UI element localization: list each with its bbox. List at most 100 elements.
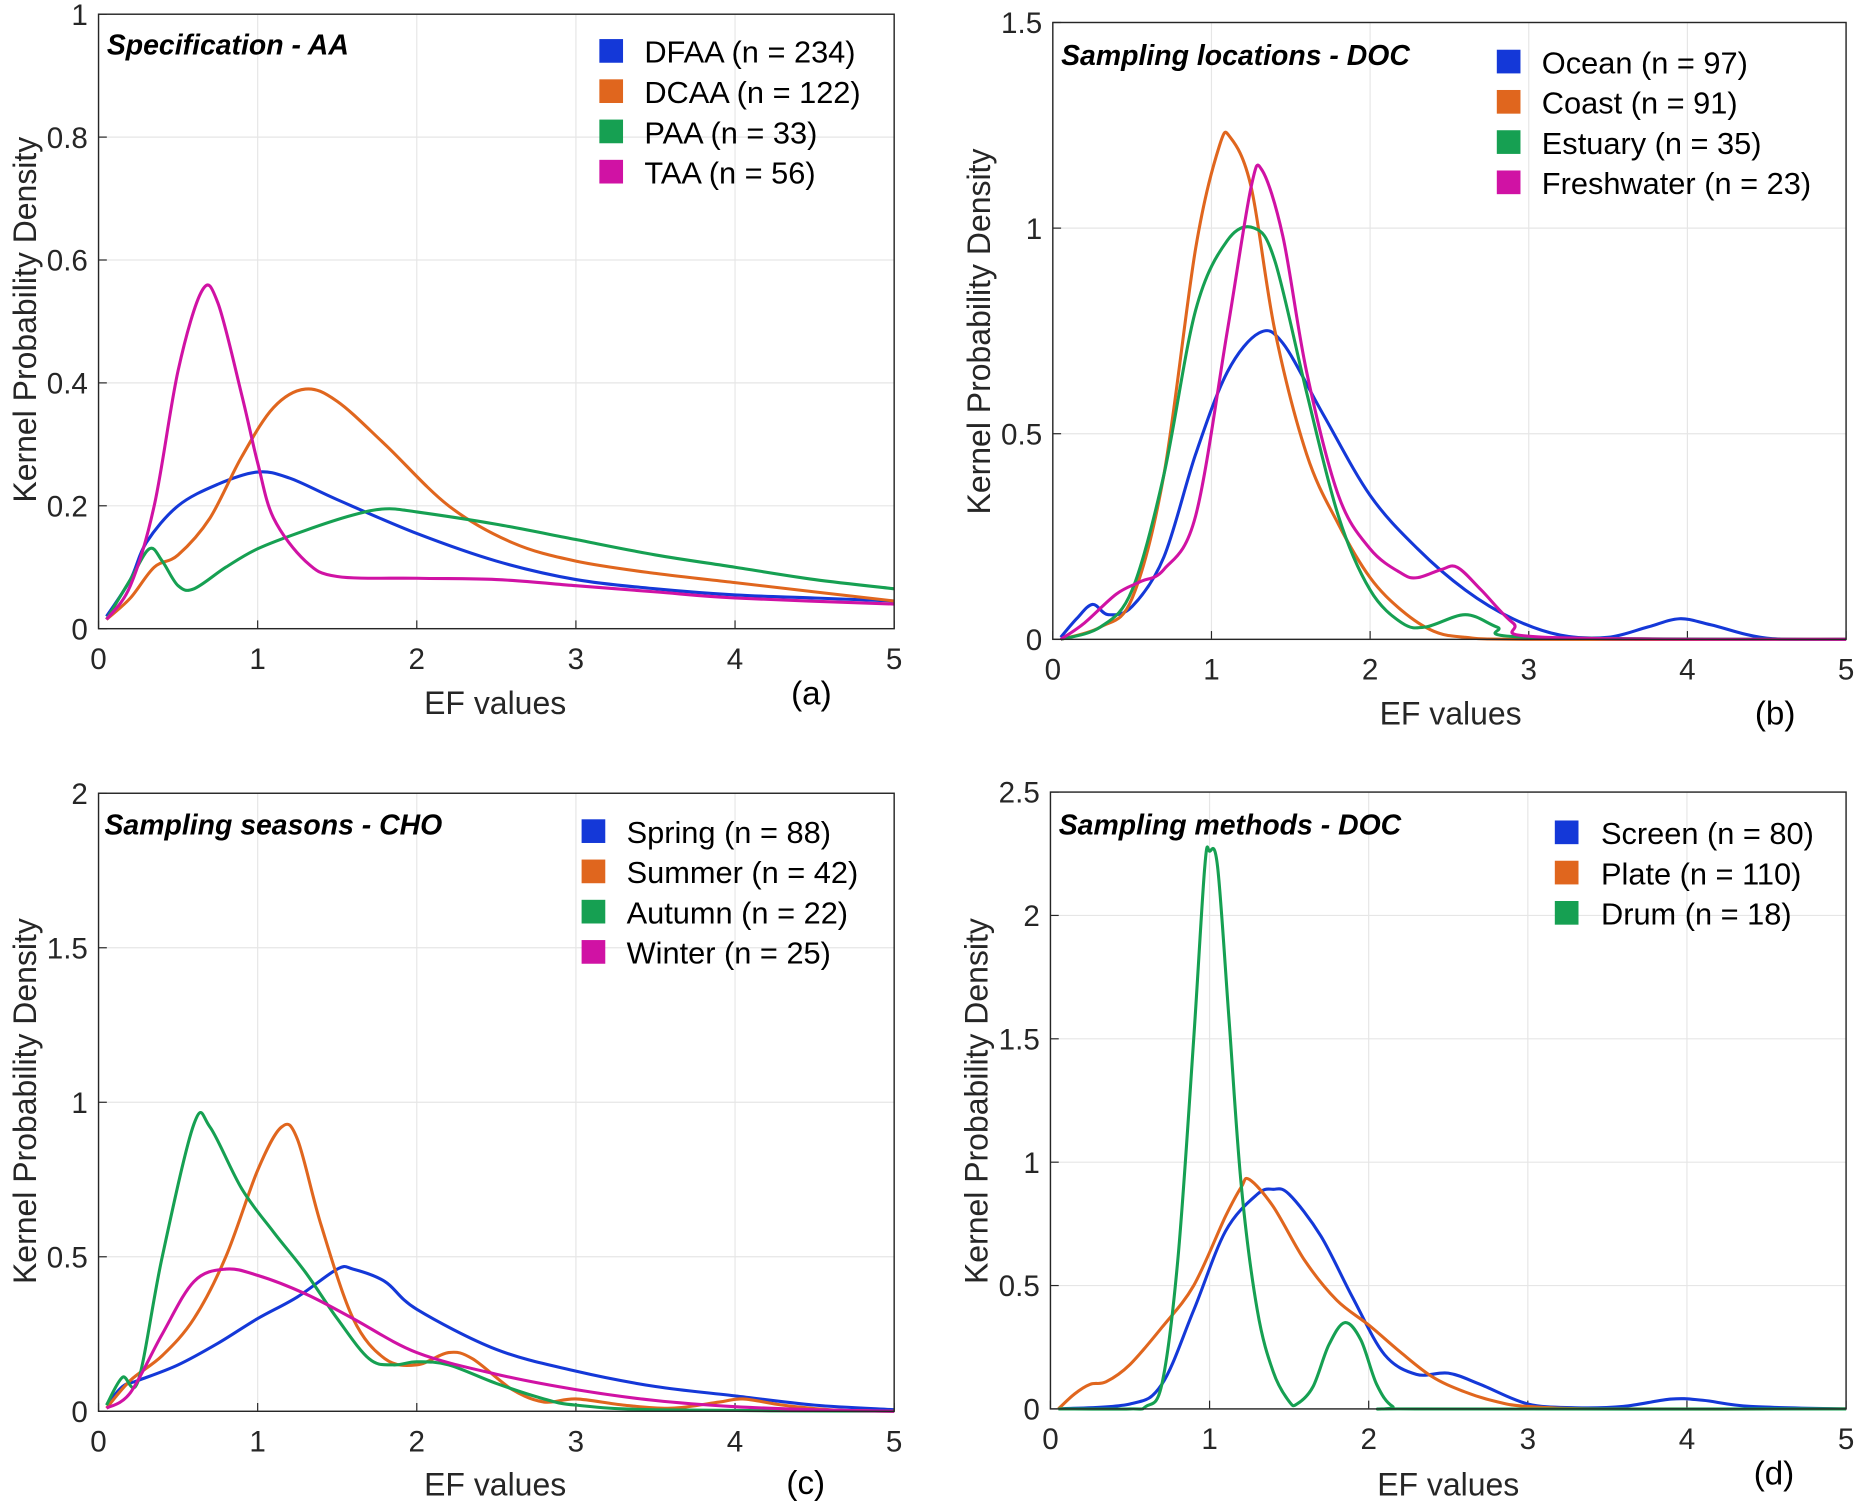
- panel-letter: (d): [1754, 1456, 1795, 1493]
- legend-label: TAA (n = 56): [644, 156, 815, 191]
- y-axis-label: Kernel Probability Density: [961, 149, 997, 515]
- x-tick-label: 3: [568, 1426, 584, 1459]
- panel-title: Sampling locations - DOC: [1061, 40, 1410, 72]
- x-tick-label: 4: [727, 1426, 743, 1459]
- y-tick-label: 2.5: [999, 777, 1040, 810]
- y-tick-label: 1: [1026, 213, 1042, 246]
- legend-swatch: [1554, 900, 1579, 925]
- panel-title: Sampling seasons - CHO: [104, 810, 442, 842]
- x-tick-label: 2: [1360, 1423, 1376, 1456]
- legend-label: Winter (n = 25): [627, 936, 831, 971]
- x-axis-label: EF values: [1377, 1466, 1519, 1502]
- y-tick-label: 2: [71, 778, 87, 811]
- x-axis-label: EF values: [424, 685, 566, 721]
- plot-area: [1050, 792, 1847, 1409]
- legend-label: Plate (n = 110): [1601, 856, 1801, 891]
- x-tick-label: 0: [90, 1426, 106, 1459]
- series-line-2: [1058, 845, 1847, 1411]
- series-line-2: [1060, 225, 1847, 641]
- y-tick-label: 0: [1023, 1394, 1039, 1427]
- legend-swatch: [599, 159, 624, 184]
- series-line-1: [1057, 1176, 1847, 1411]
- series-line-2: [105, 507, 895, 621]
- x-tick-label: 3: [1521, 654, 1537, 687]
- legend-label: Ocean (n = 97): [1542, 45, 1748, 80]
- x-tick-label: 4: [1679, 654, 1695, 687]
- plot-area: [98, 14, 895, 629]
- legend-label: Estuary (n = 35): [1542, 126, 1762, 161]
- legend-swatch: [599, 79, 624, 104]
- y-tick-label: 1: [71, 0, 87, 32]
- legend-label: Summer (n = 42): [627, 855, 859, 890]
- legend-label: Drum (n = 18): [1601, 897, 1792, 932]
- y-tick-label: 0.5: [999, 1270, 1040, 1303]
- series-line-1: [105, 1122, 895, 1413]
- x-tick-label: 2: [1362, 654, 1378, 687]
- x-tick-label: 5: [1838, 1423, 1854, 1456]
- series-line-3: [1059, 163, 1847, 641]
- axes-box: [1049, 791, 1847, 1410]
- y-tick-label: 2: [1023, 900, 1039, 933]
- x-tick-label: 5: [1838, 654, 1854, 687]
- legend-swatch: [1554, 860, 1579, 885]
- series-line-0: [1058, 1187, 1847, 1411]
- legend-label: Spring (n = 88): [627, 815, 831, 850]
- x-tick-label: 1: [1203, 654, 1219, 687]
- panel-letter: (b): [1755, 696, 1796, 733]
- y-tick-label: 0.5: [47, 1241, 88, 1274]
- y-axis-label: Kernel Probability Density: [7, 918, 43, 1284]
- y-tick-label: 0: [71, 613, 87, 646]
- y-tick-label: 0.6: [47, 245, 88, 278]
- panel-c: 0 1 2 3 4 5 0 0.5 1 1.5 2 Spring (n = 88) Summer (n …: [7, 778, 903, 1502]
- x-tick-label: 0: [1042, 1423, 1058, 1456]
- x-tick-label: 1: [249, 1426, 265, 1459]
- x-tick-label: 4: [1679, 1423, 1695, 1456]
- x-tick-label: 5: [886, 643, 902, 676]
- x-axis-label: EF values: [1380, 696, 1522, 732]
- y-tick-label: 1: [71, 1087, 87, 1120]
- y-tick-label: 1.5: [47, 932, 88, 965]
- y-axis-label: Kernel Probability Density: [959, 918, 995, 1284]
- series-line-3: [105, 1267, 895, 1413]
- legend-swatch: [599, 119, 624, 144]
- y-tick-label: 0.2: [47, 490, 88, 523]
- series-line-2: [105, 1110, 895, 1413]
- legend-swatch: [1554, 820, 1579, 845]
- x-tick-label: 3: [568, 643, 584, 676]
- legend-swatch: [581, 859, 606, 884]
- legend-swatch: [1496, 130, 1521, 154]
- x-tick-label: 2: [409, 643, 425, 676]
- y-axis-label: Kernel Probability Density: [7, 137, 43, 503]
- legend-swatch: [1496, 170, 1521, 195]
- y-tick-label: 0.8: [47, 122, 88, 155]
- panel-a: 0 1 2 3 4 5 0 0.2 0.4 0.6 0.8 1 DFAA (n = 234) DCAA (…: [7, 0, 903, 721]
- x-axis-label: EF values: [424, 1466, 566, 1502]
- y-tick-label: 0: [71, 1396, 87, 1429]
- x-tick-label: 1: [1201, 1423, 1217, 1456]
- axes-box: [97, 792, 895, 1412]
- panel-letter: (a): [791, 675, 832, 712]
- x-tick-label: 5: [886, 1426, 902, 1459]
- legend-label: DFAA (n = 234): [644, 35, 855, 70]
- legend-swatch: [581, 819, 606, 843]
- legend-label: DCAA (n = 122): [644, 75, 860, 110]
- legend-swatch: [581, 940, 606, 964]
- y-tick-label: 0.5: [1001, 418, 1042, 451]
- legend-swatch: [1496, 49, 1521, 74]
- y-tick-label: 0: [1026, 624, 1042, 657]
- legend-label: Screen (n = 80): [1601, 816, 1814, 851]
- y-tick-label: 1: [1023, 1147, 1039, 1180]
- series-line-0: [105, 1264, 895, 1412]
- series-line-1: [105, 387, 895, 621]
- panel-d: 0 1 2 3 4 5 0 0.5 1 1.5 2 2.5 Screen (n = 80) Plate (…: [959, 777, 1855, 1503]
- panel-title: Specification - AA: [107, 29, 349, 61]
- x-tick-label: 0: [1045, 654, 1061, 687]
- axes-box: [97, 13, 895, 630]
- x-tick-label: 4: [727, 643, 743, 676]
- series-line-3: [105, 283, 895, 621]
- axes-box: [1052, 21, 1847, 641]
- y-tick-label: 1.5: [1001, 7, 1042, 40]
- panel-letter: (c): [786, 1465, 825, 1502]
- panel-title: Sampling methods - DOC: [1059, 810, 1402, 842]
